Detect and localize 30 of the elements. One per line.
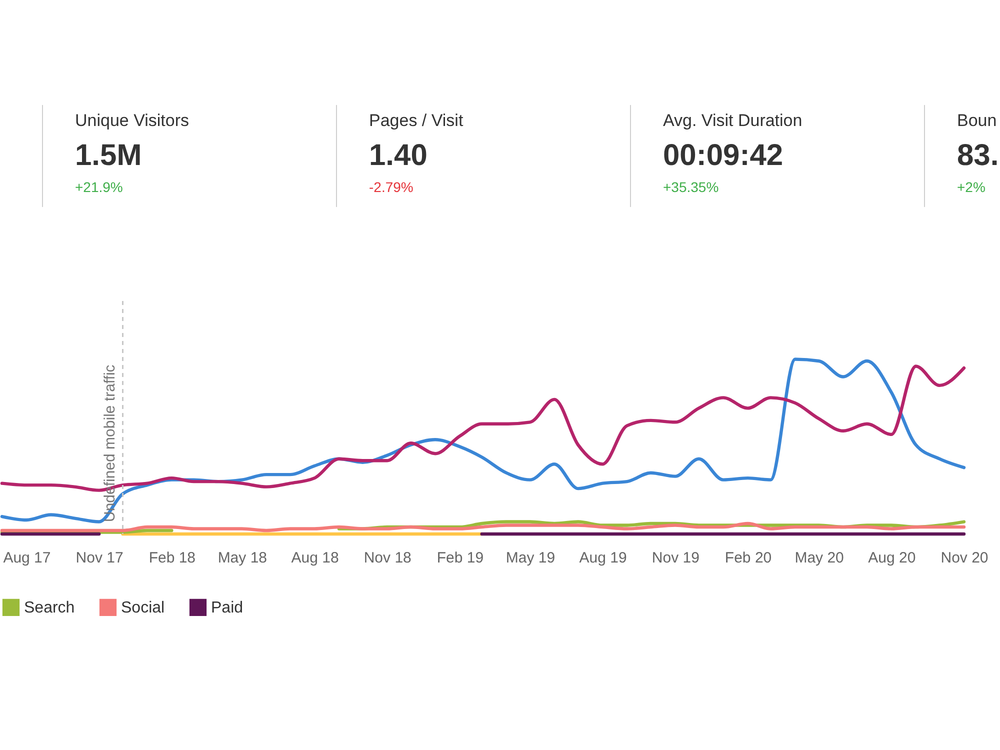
x-tick-label: Feb 19: [436, 550, 484, 566]
text: Pages / Visit: [369, 111, 464, 131]
text: +35.35%: [663, 179, 720, 195]
legend-label: Paid: [211, 599, 244, 616]
text: 83.: [957, 139, 999, 173]
x-tick-label: Aug 17: [3, 550, 51, 566]
x-tick-label: Nov 17: [76, 550, 124, 566]
legend-label: Search: [24, 599, 75, 616]
x-tick-label: May 19: [506, 550, 556, 566]
x-tick-label: May 18: [218, 550, 268, 566]
text: +21.9%: [75, 179, 124, 195]
x-tick-label: Aug 18: [291, 550, 339, 566]
text: +2%: [957, 179, 986, 195]
text: Avg. Visit Duration: [663, 111, 802, 131]
x-tick-label: Nov 19: [652, 550, 700, 566]
text: Boun: [957, 111, 998, 131]
x-tick-label: Nov 20: [940, 550, 988, 566]
legend-label: Social: [121, 599, 165, 616]
ref-line-label: Undefined mobile traffic: [102, 364, 119, 522]
text: 1.40: [369, 139, 428, 173]
text: 1.5M: [75, 139, 143, 173]
text: -2.79%: [369, 179, 414, 195]
x-tick-label: Feb 18: [148, 550, 196, 566]
text: 00:09:42: [663, 139, 784, 173]
text: Unique Visitors: [75, 111, 190, 131]
x-tick-label: Aug 20: [868, 550, 916, 566]
x-tick-label: Nov 18: [364, 550, 412, 566]
x-tick-label: Feb 20: [724, 550, 772, 566]
x-tick-label: Aug 19: [579, 550, 627, 566]
x-tick-label: May 20: [794, 550, 844, 566]
